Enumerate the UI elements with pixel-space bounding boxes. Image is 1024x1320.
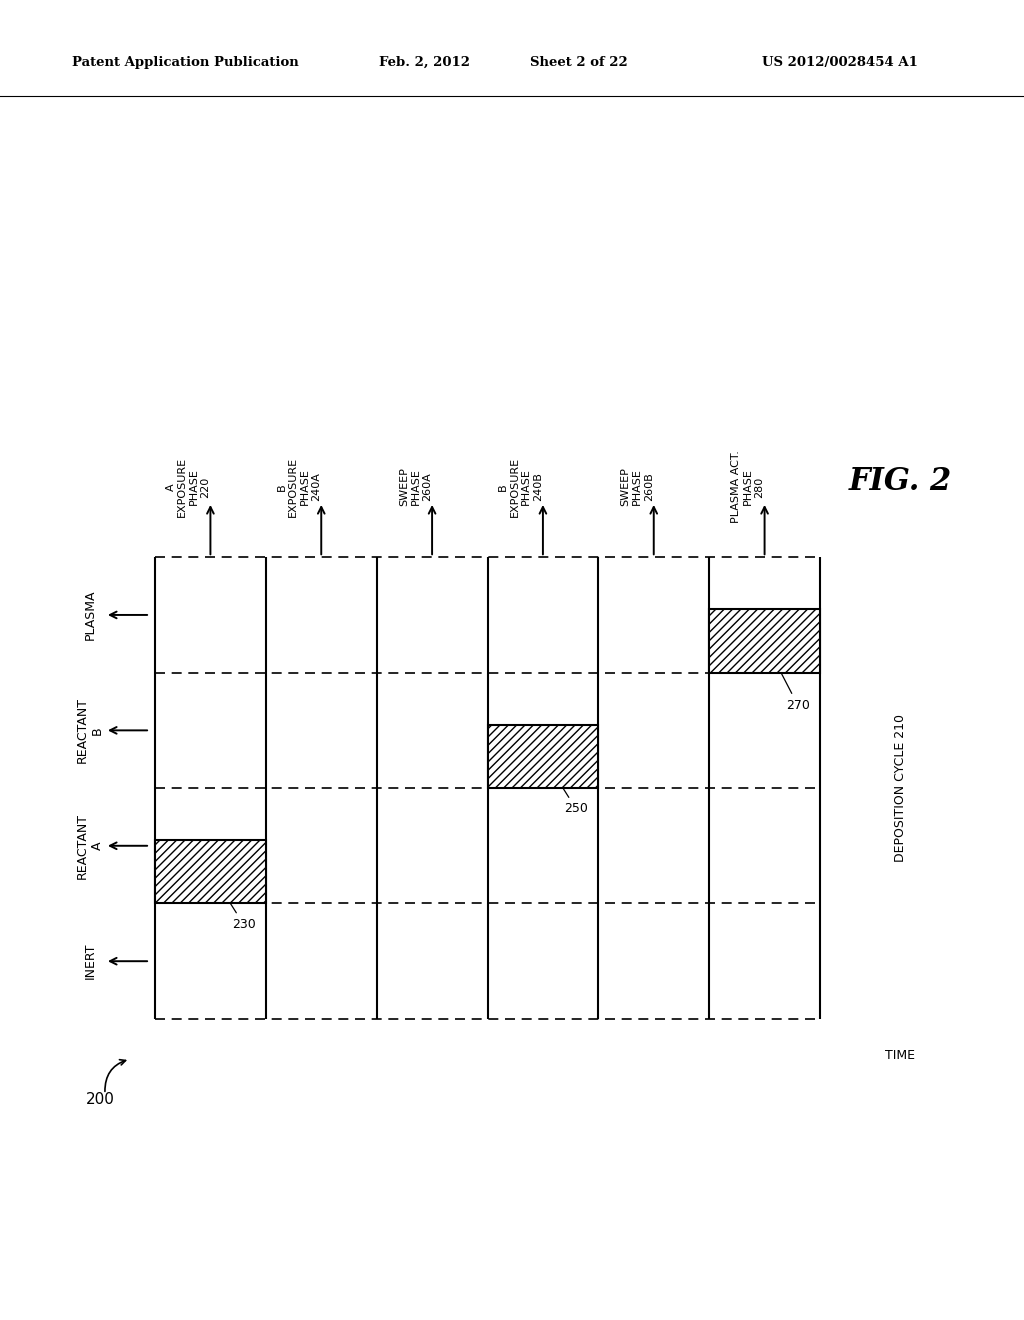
Text: B
EXPOSURE
PHASE
240B: B EXPOSURE PHASE 240B <box>498 457 543 517</box>
Text: Feb. 2, 2012: Feb. 2, 2012 <box>380 57 470 69</box>
Text: US 2012/0028454 A1: US 2012/0028454 A1 <box>762 57 918 69</box>
Text: 250: 250 <box>545 760 588 816</box>
Text: A
EXPOSURE
PHASE
220: A EXPOSURE PHASE 220 <box>166 457 210 517</box>
Text: 270: 270 <box>767 644 810 711</box>
Text: SWEEP
PHASE
260A: SWEEP PHASE 260A <box>399 467 432 507</box>
Text: 230: 230 <box>213 875 256 931</box>
Text: REACTANT
A: REACTANT A <box>76 813 104 879</box>
Text: INERT: INERT <box>84 942 96 979</box>
Bar <box>487 725 598 788</box>
Text: FIG. 2: FIG. 2 <box>848 466 951 498</box>
Text: 200: 200 <box>86 1092 115 1106</box>
Text: SWEEP
PHASE
260B: SWEEP PHASE 260B <box>621 467 653 507</box>
Text: PLASMA: PLASMA <box>84 590 96 640</box>
Bar <box>155 840 266 903</box>
Text: DEPOSITION CYCLE 210: DEPOSITION CYCLE 210 <box>894 714 906 862</box>
Text: B
EXPOSURE
PHASE
240A: B EXPOSURE PHASE 240A <box>276 457 322 517</box>
Text: TIME: TIME <box>885 1049 915 1063</box>
Text: Sheet 2 of 22: Sheet 2 of 22 <box>529 57 628 69</box>
Text: PLASMA ACT.
PHASE
280: PLASMA ACT. PHASE 280 <box>731 450 765 524</box>
Bar <box>710 609 820 673</box>
Text: REACTANT
B: REACTANT B <box>76 697 104 763</box>
Text: Patent Application Publication: Patent Application Publication <box>72 57 298 69</box>
